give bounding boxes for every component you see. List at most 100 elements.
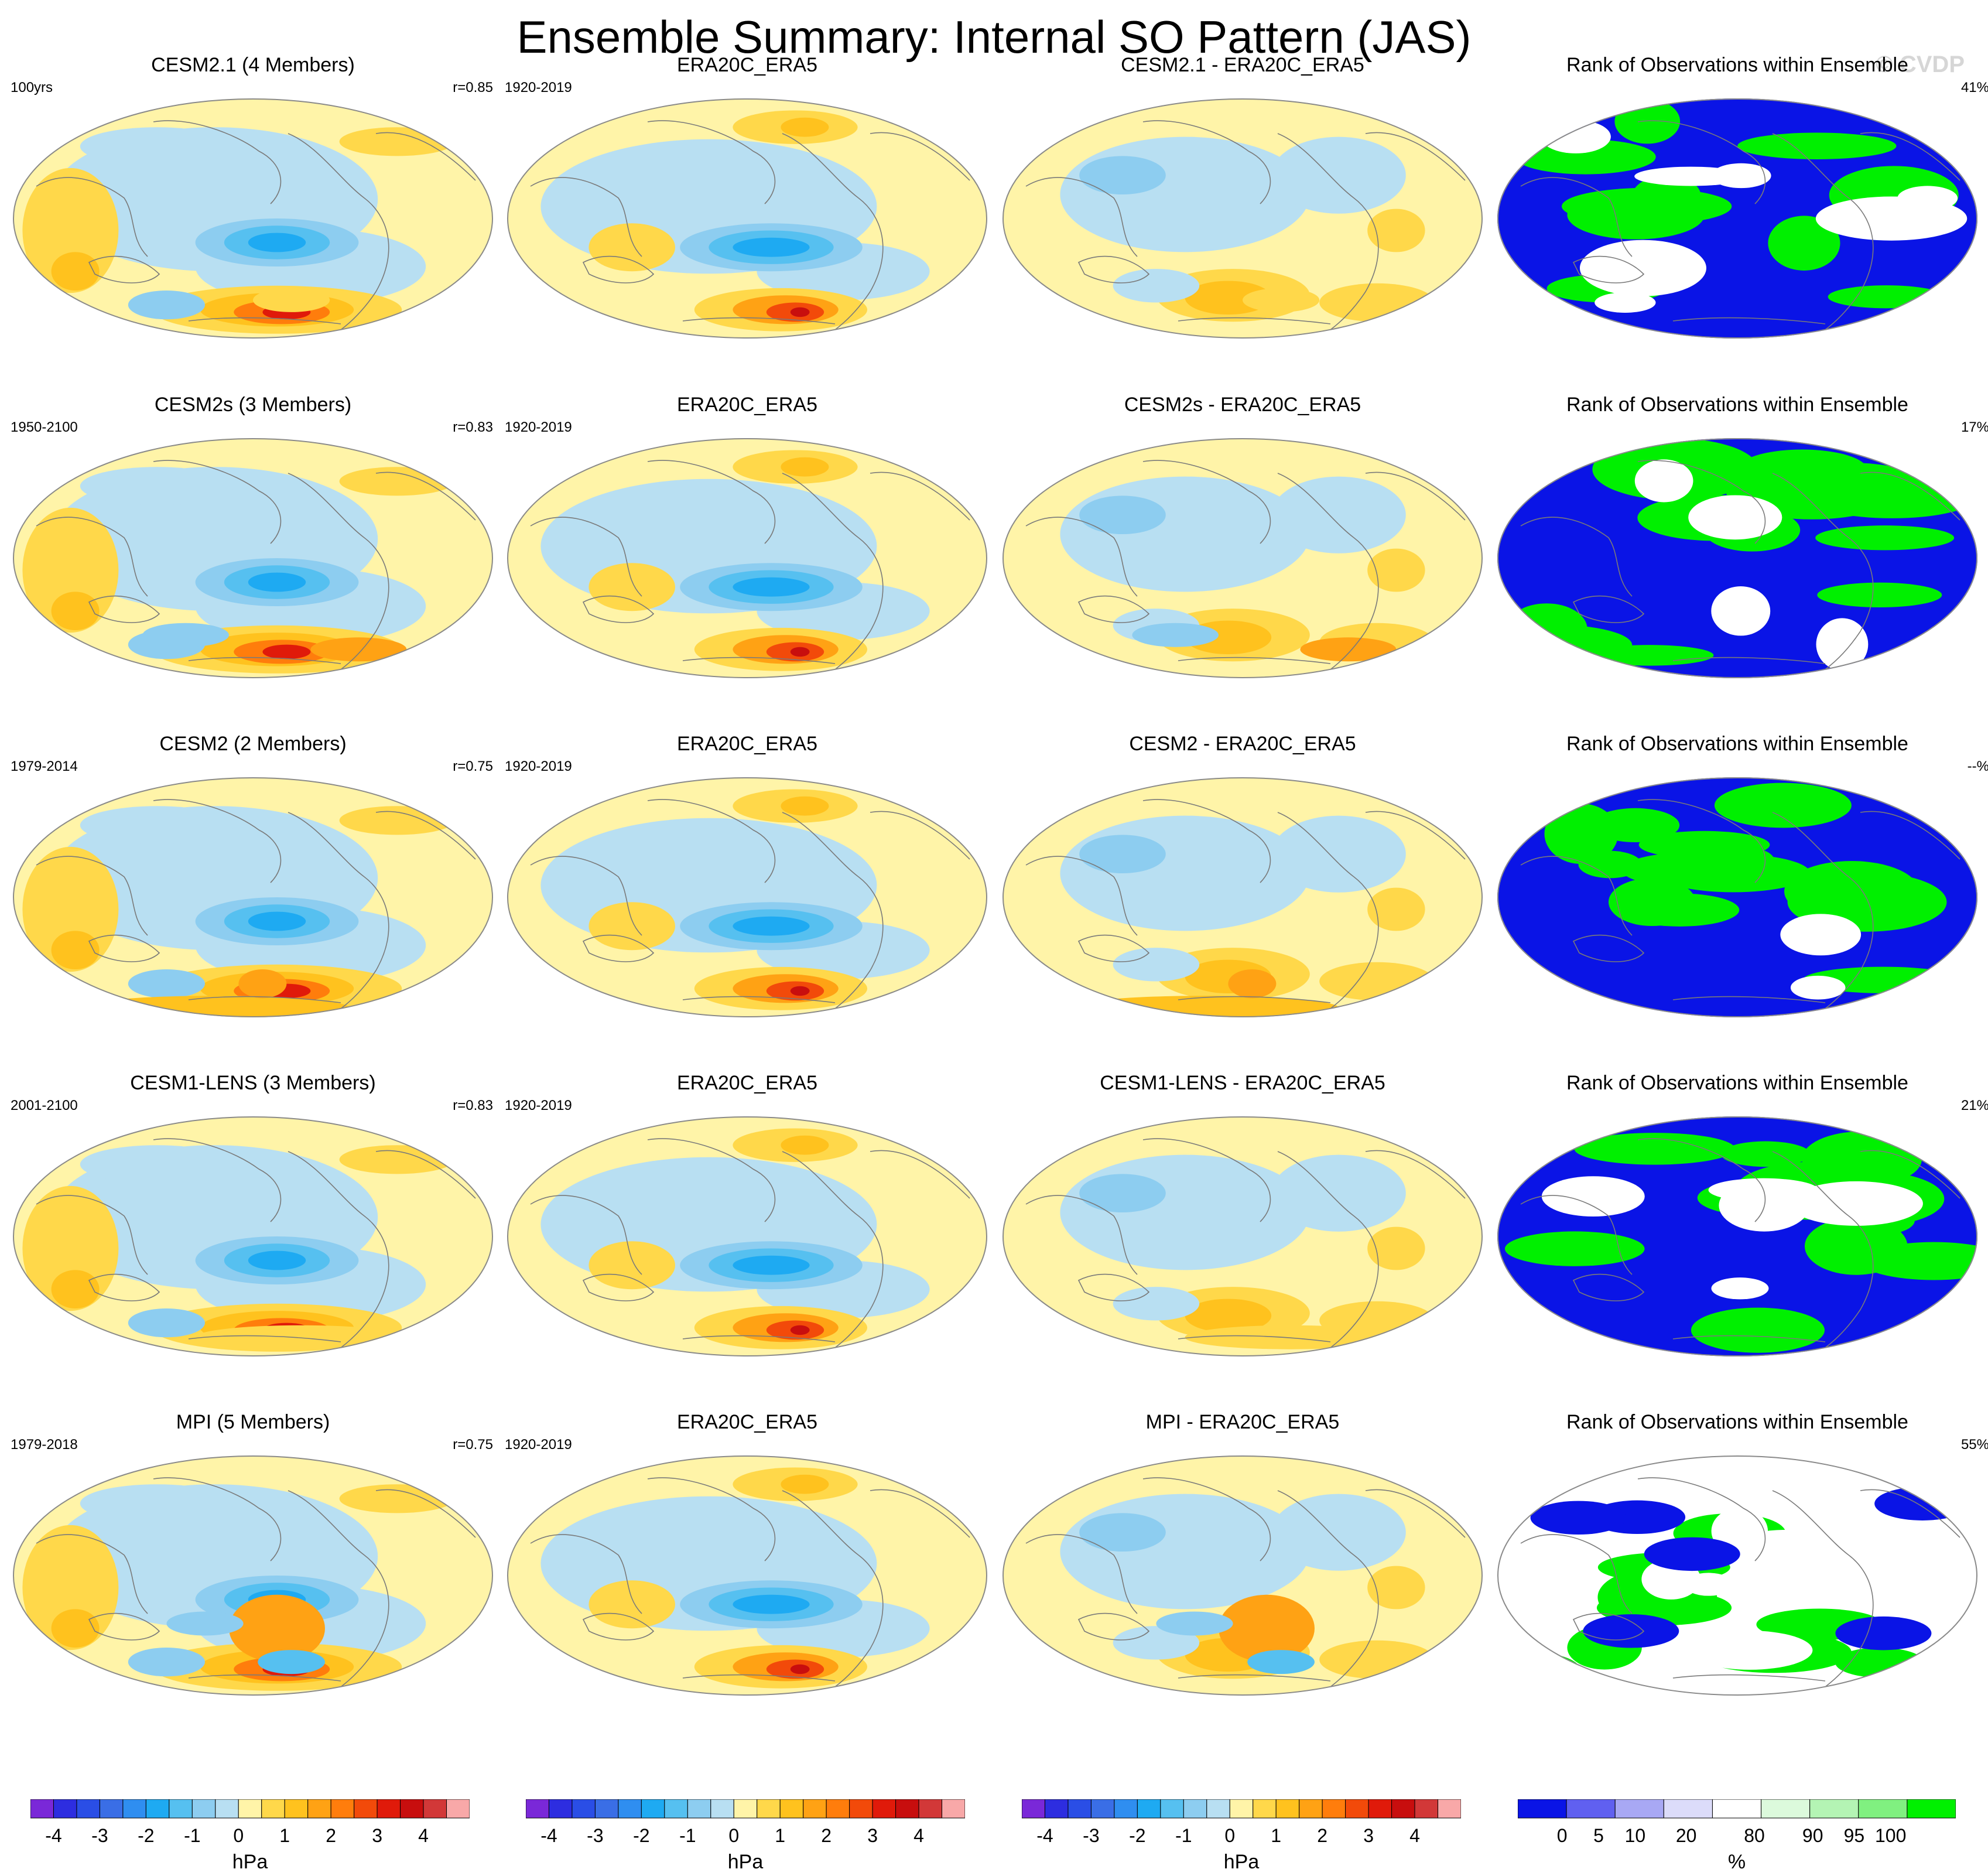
map-rank	[1497, 777, 1977, 1017]
map-outline	[13, 777, 493, 1017]
colorbar-swatch	[1414, 1799, 1439, 1819]
coastline	[1672, 657, 1826, 664]
panel-title-rank: Rank of Observations within Ensemble	[1566, 733, 1908, 755]
colorbar-swatch	[942, 1799, 965, 1819]
coastline	[1025, 177, 1138, 257]
colorbar-unit: hPa	[727, 1851, 764, 1873]
rank-high-region	[1503, 1653, 1583, 1693]
rank-mid-region	[1711, 586, 1771, 636]
anomaly-contour	[790, 647, 810, 657]
anomaly-contour	[248, 911, 306, 931]
anomaly-contour	[588, 223, 675, 272]
rank-mid-region	[1789, 1181, 1923, 1226]
anomaly-contour	[195, 1325, 407, 1349]
coastline	[682, 1674, 836, 1682]
panel-title-rank: Rank of Observations within Ensemble	[1566, 54, 1908, 76]
colorbar-tick-label: 0	[1556, 1825, 1568, 1846]
coastline	[1365, 1489, 1466, 1538]
panel-rank-percent: 21%	[1960, 1098, 1988, 1113]
anomaly-contour	[1367, 887, 1425, 931]
coastline	[1860, 1150, 1960, 1199]
anomaly-contour	[733, 1255, 810, 1275]
colorbar-swatch	[1322, 1799, 1346, 1819]
rank-low-region	[1530, 1501, 1627, 1535]
coastline	[1077, 934, 1150, 962]
coastline	[1077, 255, 1150, 283]
rank-high-region	[1828, 285, 1945, 309]
colorbar-swatch	[169, 1799, 193, 1819]
coastline	[647, 799, 776, 883]
colorbar-swatch	[664, 1799, 688, 1819]
colorbar-swatch	[1809, 1799, 1859, 1819]
colorbar-tick-label: 95	[1843, 1825, 1865, 1846]
panel-rank-percent: 41%	[1960, 80, 1988, 95]
panel-period: 100yrs	[11, 80, 53, 95]
colorbar-tick-label: -1	[679, 1825, 696, 1846]
rank-high-region	[1815, 525, 1955, 551]
anomaly-contour	[51, 1609, 100, 1648]
panel-correlation: r=0.83	[453, 419, 493, 435]
coastline	[1772, 812, 1874, 1009]
panel-rank-percent: --%	[1967, 758, 1988, 774]
coastline	[582, 595, 655, 623]
colorbar-swatch	[215, 1799, 239, 1819]
colorbar-swatch	[1253, 1799, 1277, 1819]
colorbar-swatch	[354, 1799, 378, 1819]
map-obs	[507, 777, 987, 1017]
rank-high-region	[1737, 132, 1897, 159]
coastline	[582, 1612, 655, 1641]
colorbar-swatch	[1160, 1799, 1184, 1819]
coastline	[1637, 799, 1766, 883]
anomaly-contour	[51, 592, 100, 630]
coastline	[1672, 317, 1826, 324]
anomaly-contour	[1060, 1154, 1310, 1270]
colorbar-swatch	[779, 1799, 804, 1819]
map-model	[13, 777, 493, 1017]
coastline	[782, 812, 884, 1009]
colorbar-tick-label: -2	[138, 1825, 155, 1846]
colorbar-tick-label: 0	[728, 1825, 740, 1846]
colorbar-tick-label: 4	[913, 1825, 924, 1846]
rank-mid-region	[1579, 240, 1706, 296]
colorbar-swatch	[687, 1799, 711, 1819]
anomaly-contour	[588, 902, 675, 951]
panel-correlation: r=0.85	[453, 80, 493, 95]
anomaly-contour	[229, 1594, 325, 1662]
coastline	[1520, 856, 1633, 936]
colorbar-tick-label: 2	[326, 1825, 337, 1846]
colorbar-tick-label: 2	[821, 1825, 832, 1846]
coastline	[1672, 1335, 1826, 1342]
colorbar-tick-label: -3	[1083, 1825, 1100, 1846]
panel-title-rank: Rank of Observations within Ensemble	[1566, 394, 1908, 416]
coastline	[188, 996, 341, 1003]
coastline	[782, 1490, 884, 1687]
colorbar-unit: %	[1727, 1851, 1746, 1873]
map-model	[13, 1455, 493, 1696]
rank-mid-region	[1566, 1457, 1637, 1508]
anomaly-contour	[1319, 283, 1435, 322]
coastline	[682, 1335, 836, 1342]
coastline	[530, 1195, 642, 1275]
colorbar-hpa	[30, 1799, 470, 1819]
rank-high-region	[1614, 99, 1681, 144]
anomaly-contour	[166, 1611, 244, 1636]
anomaly-contour	[80, 127, 234, 166]
colorbar-tick-label: 0	[233, 1825, 244, 1846]
colorbar-swatch	[849, 1799, 873, 1819]
coastline	[1860, 132, 1960, 181]
colorbar-tick-label: 2	[1317, 1825, 1328, 1846]
rank-high-region	[1574, 1133, 1736, 1165]
coastline	[1025, 1195, 1138, 1275]
coastline	[870, 471, 970, 521]
coastline	[647, 460, 776, 544]
coastline	[1365, 132, 1466, 181]
coastline	[36, 856, 148, 936]
colorbar-swatch	[145, 1799, 170, 1819]
colorbar-tick-label: 4	[1409, 1825, 1420, 1846]
colorbar-swatch	[572, 1799, 596, 1819]
anomaly-contour	[51, 1270, 100, 1308]
colorbar-swatch	[423, 1799, 447, 1819]
anomaly-contour	[790, 1664, 810, 1675]
rank-mid-region	[1711, 1277, 1769, 1300]
rank-high-region	[1804, 1217, 1908, 1275]
